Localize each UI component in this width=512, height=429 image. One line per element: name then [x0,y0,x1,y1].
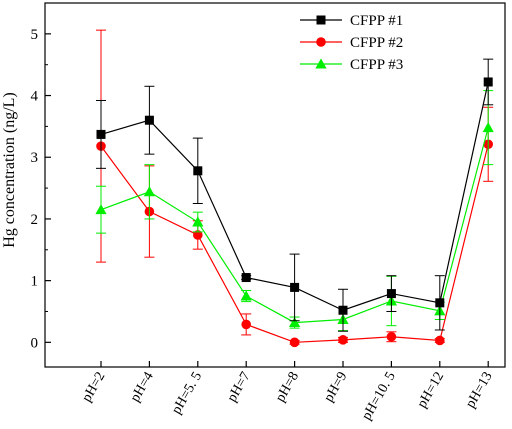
data-point [192,216,204,227]
data-point [338,335,348,345]
data-point [435,335,445,346]
legend: CFPP #1 CFPP #2 CFPP #3 [300,13,403,73]
y-axis: 0 1 2 3 4 5 [31,27,51,351]
x-axis: pH=2 pH=4 pH=5. 5 pH=7 pH=8 pH=9 pH=10. 5 pH=12… [79,361,496,423]
series-square [96,58,494,332]
data-point [144,115,154,125]
data-point [241,319,251,330]
legend-marker [315,58,327,69]
y-tick-label: 4 [31,89,39,105]
legend-label: CFPP #2 [350,35,403,51]
y-tick-label: 1 [31,274,39,290]
data-point [193,166,203,176]
x-tick-label: pH=10. 5 [359,370,398,423]
data-point [386,289,396,299]
data-point [289,337,300,348]
plot-border [44,2,506,368]
data-point [241,273,251,283]
legend-marker [316,15,326,25]
x-tick-label: pH=7 [225,370,254,405]
y-tick-label: 5 [31,27,39,43]
y-tick-label: 3 [31,150,39,166]
data-point [338,305,348,315]
y-tick-label: 0 [31,335,39,351]
data-point [240,290,252,301]
data-point [290,282,300,292]
series-triangle [95,90,494,332]
y-axis-label: Hg concentration (ng/L) [1,92,18,248]
series-layer [95,29,494,348]
data-point [435,298,445,308]
x-tick-label: pH=2 [79,370,108,405]
legend-label: CFPP #3 [350,57,403,73]
plot-frame [44,2,506,368]
data-point [386,331,397,342]
x-tick-label: pH=13 [463,370,495,411]
x-tick-label: pH=8 [273,370,302,405]
data-point [482,122,494,133]
legend-marker [316,37,326,47]
data-point [483,77,493,87]
data-point [289,316,301,328]
data-point [193,230,203,240]
data-point [96,129,106,139]
legend-label: CFPP #1 [350,13,403,29]
y-tick-label: 2 [31,212,39,228]
data-point [95,204,107,215]
x-tick-label: pH=5. 5 [169,370,205,417]
x-tick-label: pH=4 [128,370,157,405]
x-tick-label: pH=9 [321,370,350,405]
data-point [143,186,155,197]
x-tick-label: pH=12 [415,370,447,411]
